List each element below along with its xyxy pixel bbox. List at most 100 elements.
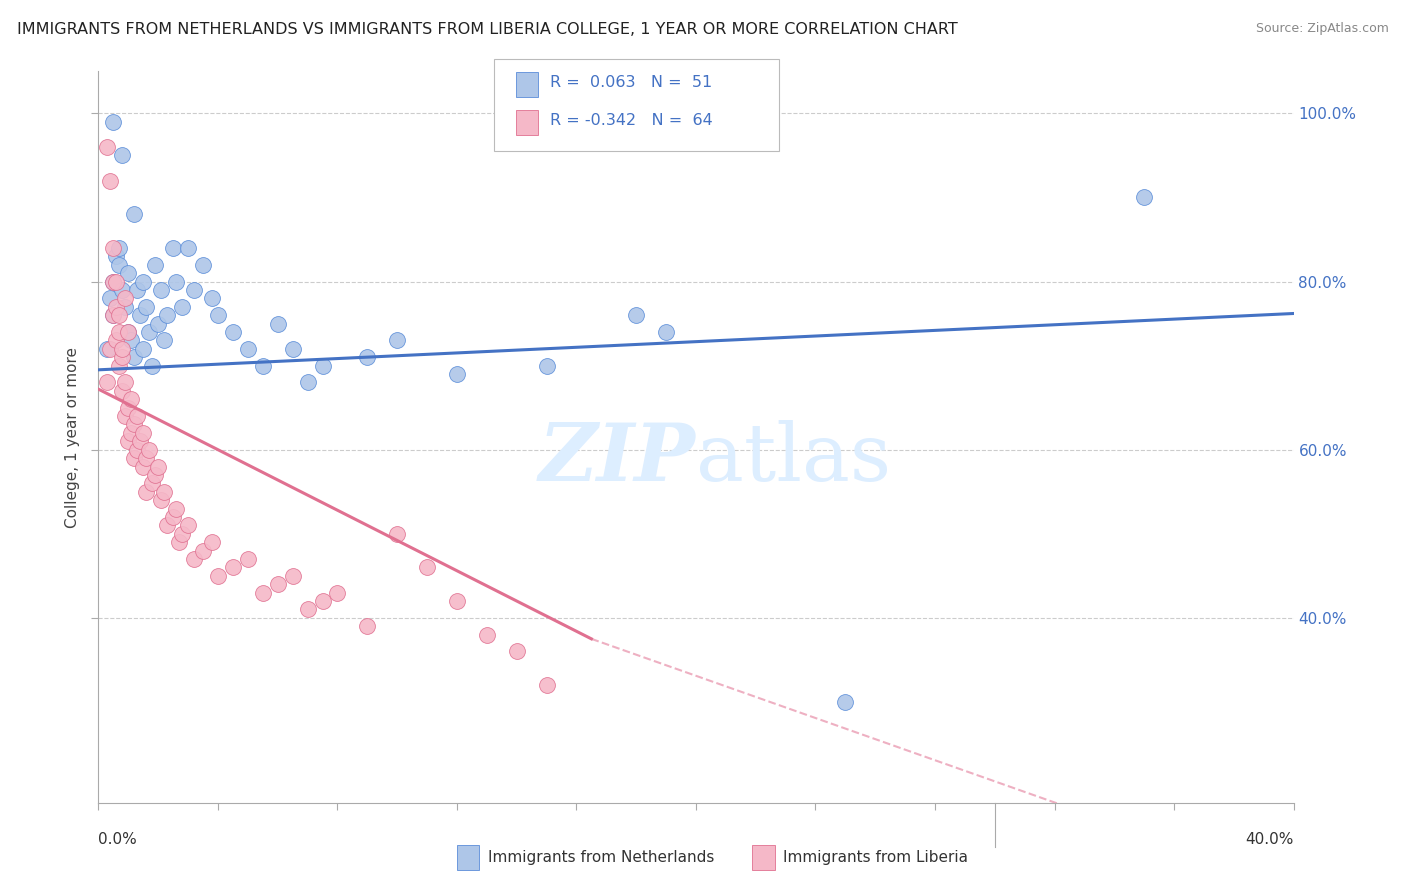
Point (201, 291, 224, 305)
Point (143, 467, 166, 482)
Point (177, 241, 200, 255)
Point (297, 602, 319, 616)
Point (135, 300, 157, 314)
Text: Source: ZipAtlas.com: Source: ZipAtlas.com (1256, 22, 1389, 36)
Point (311, 594, 333, 608)
Point (111, 350, 134, 364)
Point (96, 342, 118, 356)
Y-axis label: College, 1 year or more: College, 1 year or more (65, 347, 80, 527)
Point (111, 342, 134, 356)
Point (120, 425, 142, 440)
Point (129, 308, 152, 322)
Text: Immigrants from Netherlands: Immigrants from Netherlands (488, 850, 714, 864)
Point (311, 359, 333, 373)
Point (132, 459, 155, 474)
Text: R = -0.342   N =  64: R = -0.342 N = 64 (550, 113, 713, 128)
Point (162, 241, 184, 255)
Point (167, 535, 190, 549)
Point (124, 451, 146, 466)
Point (124, 417, 146, 432)
Point (281, 342, 304, 356)
Point (111, 384, 134, 398)
Point (148, 459, 170, 474)
Point (153, 334, 176, 348)
Point (201, 535, 224, 549)
Point (124, 350, 146, 364)
Point (326, 585, 349, 599)
Point (141, 476, 163, 491)
Point (120, 334, 142, 348)
Point (475, 627, 498, 641)
Point (138, 325, 160, 339)
Point (1133, 190, 1156, 204)
Point (127, 409, 149, 423)
Point (105, 300, 128, 314)
Point (416, 560, 439, 574)
Point (105, 249, 128, 263)
Point (108, 241, 131, 255)
Text: atlas: atlas (696, 420, 891, 498)
Point (105, 275, 128, 289)
Point (114, 376, 136, 390)
Point (127, 442, 149, 457)
Point (252, 585, 274, 599)
Point (105, 334, 128, 348)
Point (446, 594, 468, 608)
Point (108, 359, 131, 373)
Point (117, 401, 139, 415)
Point (103, 308, 125, 322)
Point (446, 367, 468, 381)
Point (132, 275, 155, 289)
Point (96, 376, 118, 390)
Text: 40.0%: 40.0% (1246, 832, 1294, 847)
Point (117, 434, 139, 449)
Point (236, 342, 259, 356)
Point (356, 350, 378, 364)
Point (207, 308, 229, 322)
Point (150, 283, 173, 297)
Point (117, 325, 139, 339)
Point (132, 425, 155, 440)
Point (165, 275, 187, 289)
Point (103, 115, 125, 129)
Point (117, 325, 139, 339)
Point (172, 526, 194, 541)
Point (506, 644, 529, 658)
Text: 0.0%: 0.0% (98, 832, 138, 847)
Point (114, 409, 136, 423)
Point (191, 543, 214, 558)
Point (108, 308, 131, 322)
Point (626, 308, 648, 322)
Text: Immigrants from Liberia: Immigrants from Liberia (783, 850, 969, 864)
Point (150, 493, 173, 508)
Point (132, 342, 155, 356)
Text: R =  0.063   N =  51: R = 0.063 N = 51 (550, 76, 711, 90)
Point (141, 359, 163, 373)
Point (96, 140, 118, 154)
Point (297, 376, 319, 390)
Point (117, 266, 139, 280)
Point (103, 241, 125, 255)
Point (114, 291, 136, 305)
Point (114, 300, 136, 314)
Point (103, 275, 125, 289)
Point (385, 334, 409, 348)
Point (177, 518, 200, 533)
Point (172, 300, 194, 314)
Point (222, 325, 245, 339)
Point (108, 325, 131, 339)
Point (135, 451, 157, 466)
Point (191, 258, 214, 272)
Point (98, 342, 122, 356)
Point (183, 552, 205, 566)
Point (183, 283, 205, 297)
Point (655, 325, 678, 339)
Point (124, 207, 146, 221)
Point (111, 283, 134, 297)
Point (207, 569, 229, 583)
Point (135, 484, 157, 499)
Point (162, 510, 184, 524)
Point (385, 526, 409, 541)
Point (153, 484, 176, 499)
Point (98, 291, 122, 305)
